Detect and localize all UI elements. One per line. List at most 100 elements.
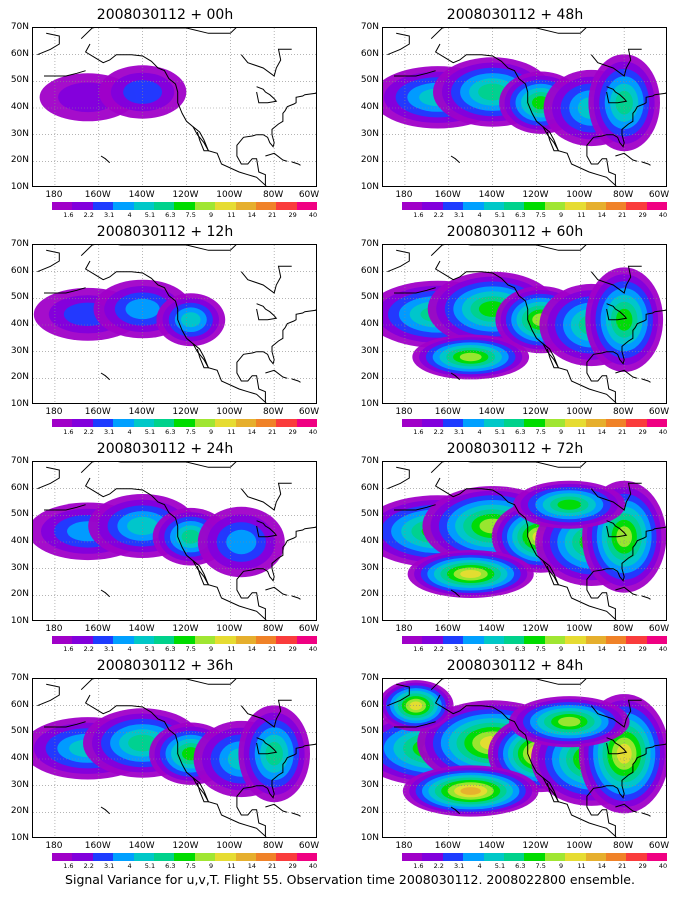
colorbar-label: 21 bbox=[618, 211, 627, 219]
coastline bbox=[240, 265, 292, 294]
colorbar-swatch bbox=[72, 636, 93, 644]
coastlines bbox=[37, 679, 316, 837]
variance-field bbox=[383, 54, 660, 152]
colorbar-labels: 1.6 2.2 3.1 4 5.1 6.3 7.5 9 11 14 21 29 40 bbox=[52, 645, 317, 654]
lon-tick-label: 140W bbox=[128, 841, 155, 851]
colorbar-label: 4 bbox=[127, 645, 132, 653]
map-frame bbox=[382, 244, 667, 404]
coastline bbox=[434, 43, 617, 186]
panel-title: 2008030112 + 60h bbox=[446, 224, 584, 240]
lat-tick-label: 60N bbox=[360, 699, 379, 710]
colorbar-swatch bbox=[215, 853, 236, 861]
lon-tick-label: 80W bbox=[262, 624, 284, 634]
map-frame bbox=[32, 244, 317, 404]
lon-tick-label: 180 bbox=[395, 190, 413, 200]
coastline bbox=[37, 32, 60, 56]
graticule bbox=[33, 462, 316, 620]
coastline bbox=[265, 369, 288, 379]
colorbar-swatch bbox=[113, 419, 134, 427]
colorbar-label: 6.3 bbox=[165, 211, 176, 219]
colorbar-swatch bbox=[544, 202, 566, 210]
colorbar-label: 11 bbox=[227, 645, 236, 653]
lon-tick-label: 160W bbox=[84, 407, 111, 417]
graticule bbox=[383, 245, 666, 403]
colorbar-label: 2.2 bbox=[83, 428, 94, 436]
colorbar-swatch bbox=[605, 636, 627, 644]
colorbar-label: 3.1 bbox=[453, 862, 465, 870]
panel-title: 2008030112 + 84h bbox=[446, 658, 584, 674]
lon-tick-label: 160W bbox=[434, 841, 461, 851]
coastline bbox=[615, 369, 638, 379]
coastline bbox=[291, 378, 301, 383]
lat-tick-label: 70N bbox=[360, 673, 379, 683]
lat-tick-label: 40N bbox=[10, 102, 29, 112]
colorbar-label: 40 bbox=[308, 211, 318, 219]
variance-contour bbox=[460, 570, 482, 578]
colorbar-label: 4 bbox=[127, 428, 132, 436]
lat-tick-label: 50N bbox=[360, 509, 379, 520]
colorbar-label: 3.1 bbox=[103, 211, 115, 219]
colorbar-swatch bbox=[72, 853, 93, 861]
colorbar-swatch bbox=[483, 202, 504, 210]
map-panel: 2008030112 + 00h 70N 60N 50N 40N 30N 20N 10N 180… bbox=[0, 5, 330, 220]
colorbar-swatch bbox=[174, 853, 195, 861]
colorbar-label: 3.1 bbox=[453, 428, 465, 436]
coastline bbox=[430, 28, 587, 40]
coastline bbox=[387, 249, 410, 273]
colorbar-label: 5.1 bbox=[144, 862, 156, 870]
coastline bbox=[606, 737, 628, 755]
colorbar-labels: 1.6 2.2 3.1 4 5.1 6.3 7.5 9 11 14 21 29 40 bbox=[402, 862, 667, 871]
colorbar-swatch bbox=[646, 636, 668, 644]
lon-tick-label: 140W bbox=[478, 190, 505, 200]
variance-contour bbox=[226, 529, 257, 555]
colorbar-swatch bbox=[422, 202, 443, 210]
map-svg bbox=[33, 679, 316, 837]
colorbar-label: 14 bbox=[247, 645, 256, 653]
coastline bbox=[450, 155, 461, 164]
colorbar-swatch bbox=[194, 202, 216, 210]
coastline bbox=[542, 777, 560, 803]
map-svg bbox=[33, 245, 316, 403]
coastline bbox=[84, 477, 267, 620]
colorbar-labels: 1.6 2.2 3.1 4 5.1 6.3 7.5 9 11 14 21 29 40 bbox=[52, 211, 317, 220]
colorbar-label: 7.5 bbox=[185, 428, 196, 436]
lat-tick-label: 20N bbox=[10, 806, 29, 817]
coastline bbox=[37, 249, 60, 273]
colorbar-label: 11 bbox=[577, 211, 586, 219]
colorbar-swatch bbox=[255, 419, 277, 427]
lon-tick-label: 140W bbox=[128, 624, 155, 634]
colorbar-swatch bbox=[402, 202, 423, 210]
colorbar-swatch bbox=[605, 419, 627, 427]
colorbar-swatch bbox=[235, 202, 256, 210]
colorbar-label: 4 bbox=[477, 428, 482, 436]
lon-tick-label: 180 bbox=[45, 841, 63, 851]
coastline bbox=[100, 589, 111, 598]
map-panel: 2008030112 + 72h 70N 60N 50N 40N 30N 20N 10N 180… bbox=[350, 439, 680, 654]
colorbar-label: 29 bbox=[288, 862, 297, 870]
lon-tick-label: 120W bbox=[522, 190, 549, 200]
lat-tick-label: 20N bbox=[10, 589, 29, 600]
variance-field bbox=[383, 267, 664, 380]
coastline bbox=[606, 86, 628, 104]
lon-tick-label: 120W bbox=[172, 190, 199, 200]
colorbar-label: 3.1 bbox=[453, 645, 465, 653]
coastline bbox=[236, 525, 316, 620]
colorbar-label: 14 bbox=[247, 862, 256, 870]
coastline bbox=[641, 812, 651, 817]
colorbar-swatch bbox=[276, 202, 297, 210]
colorbar-swatch bbox=[503, 636, 525, 644]
colorbar-swatch bbox=[296, 202, 318, 210]
lat-tick-label: 60N bbox=[10, 482, 29, 493]
colorbar-label: 4 bbox=[477, 645, 482, 653]
colorbar-label: 14 bbox=[597, 211, 606, 219]
lon-tick-label: 100W bbox=[216, 407, 243, 417]
lon-tick-label: 100W bbox=[566, 624, 593, 634]
colorbar-label: 11 bbox=[577, 862, 586, 870]
colorbar-label: 6.3 bbox=[165, 428, 176, 436]
variance-contour bbox=[181, 529, 200, 544]
colorbar-swatch bbox=[463, 419, 484, 427]
lon-tick-label: 160W bbox=[84, 841, 111, 851]
lat-tick-label: 70N bbox=[360, 22, 379, 32]
lon-tick-label: 60W bbox=[648, 407, 670, 417]
colorbar-swatch bbox=[133, 853, 154, 861]
